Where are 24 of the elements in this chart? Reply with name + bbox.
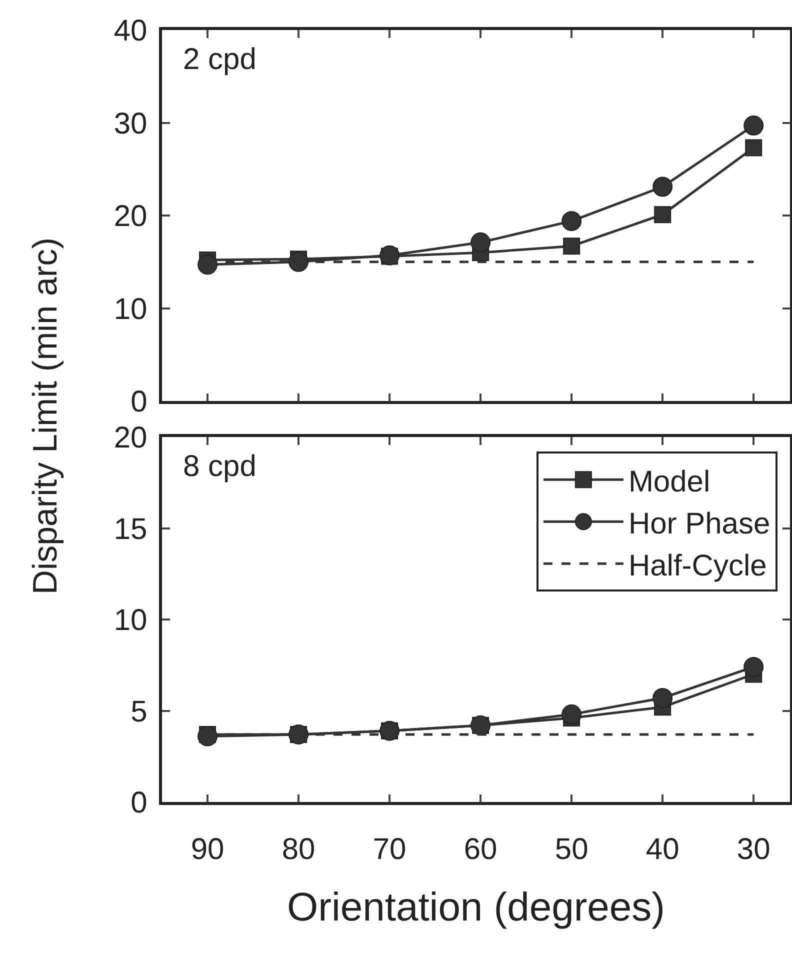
x-tick-label: 80 bbox=[282, 832, 316, 866]
y-tick-label: 20 bbox=[114, 422, 148, 454]
y-tick-label: 0 bbox=[130, 786, 148, 820]
y-axis-title: Disparity Limit (min arc) bbox=[26, 237, 66, 595]
annotation: 8 cpd bbox=[183, 450, 256, 483]
legend-label: Hor Phase bbox=[628, 507, 770, 540]
y-tick-label: 0 bbox=[130, 386, 148, 418]
x-tick-label: 60 bbox=[464, 832, 498, 866]
x-axis-title: Orientation (degrees) bbox=[287, 885, 665, 930]
y-tick-label: 5 bbox=[130, 695, 148, 728]
x-tick-label: 40 bbox=[646, 832, 680, 866]
x-tick-label: 30 bbox=[736, 832, 770, 866]
x-tick-label: 70 bbox=[372, 832, 406, 866]
y-tick-label: 30 bbox=[114, 107, 148, 140]
annotation: 2 cpd bbox=[183, 43, 256, 76]
legend-label: Half-Cycle bbox=[628, 549, 767, 582]
y-tick-label: 10 bbox=[114, 292, 148, 326]
y-tick-label: 10 bbox=[114, 604, 148, 637]
x-tick-label: 50 bbox=[554, 832, 588, 866]
legend-label: Model bbox=[628, 465, 710, 498]
y-tick-label: 15 bbox=[114, 512, 148, 546]
x-tick-label: 90 bbox=[190, 832, 224, 866]
y-tick-label: 20 bbox=[114, 200, 148, 233]
y-tick-label: 40 bbox=[114, 14, 148, 48]
